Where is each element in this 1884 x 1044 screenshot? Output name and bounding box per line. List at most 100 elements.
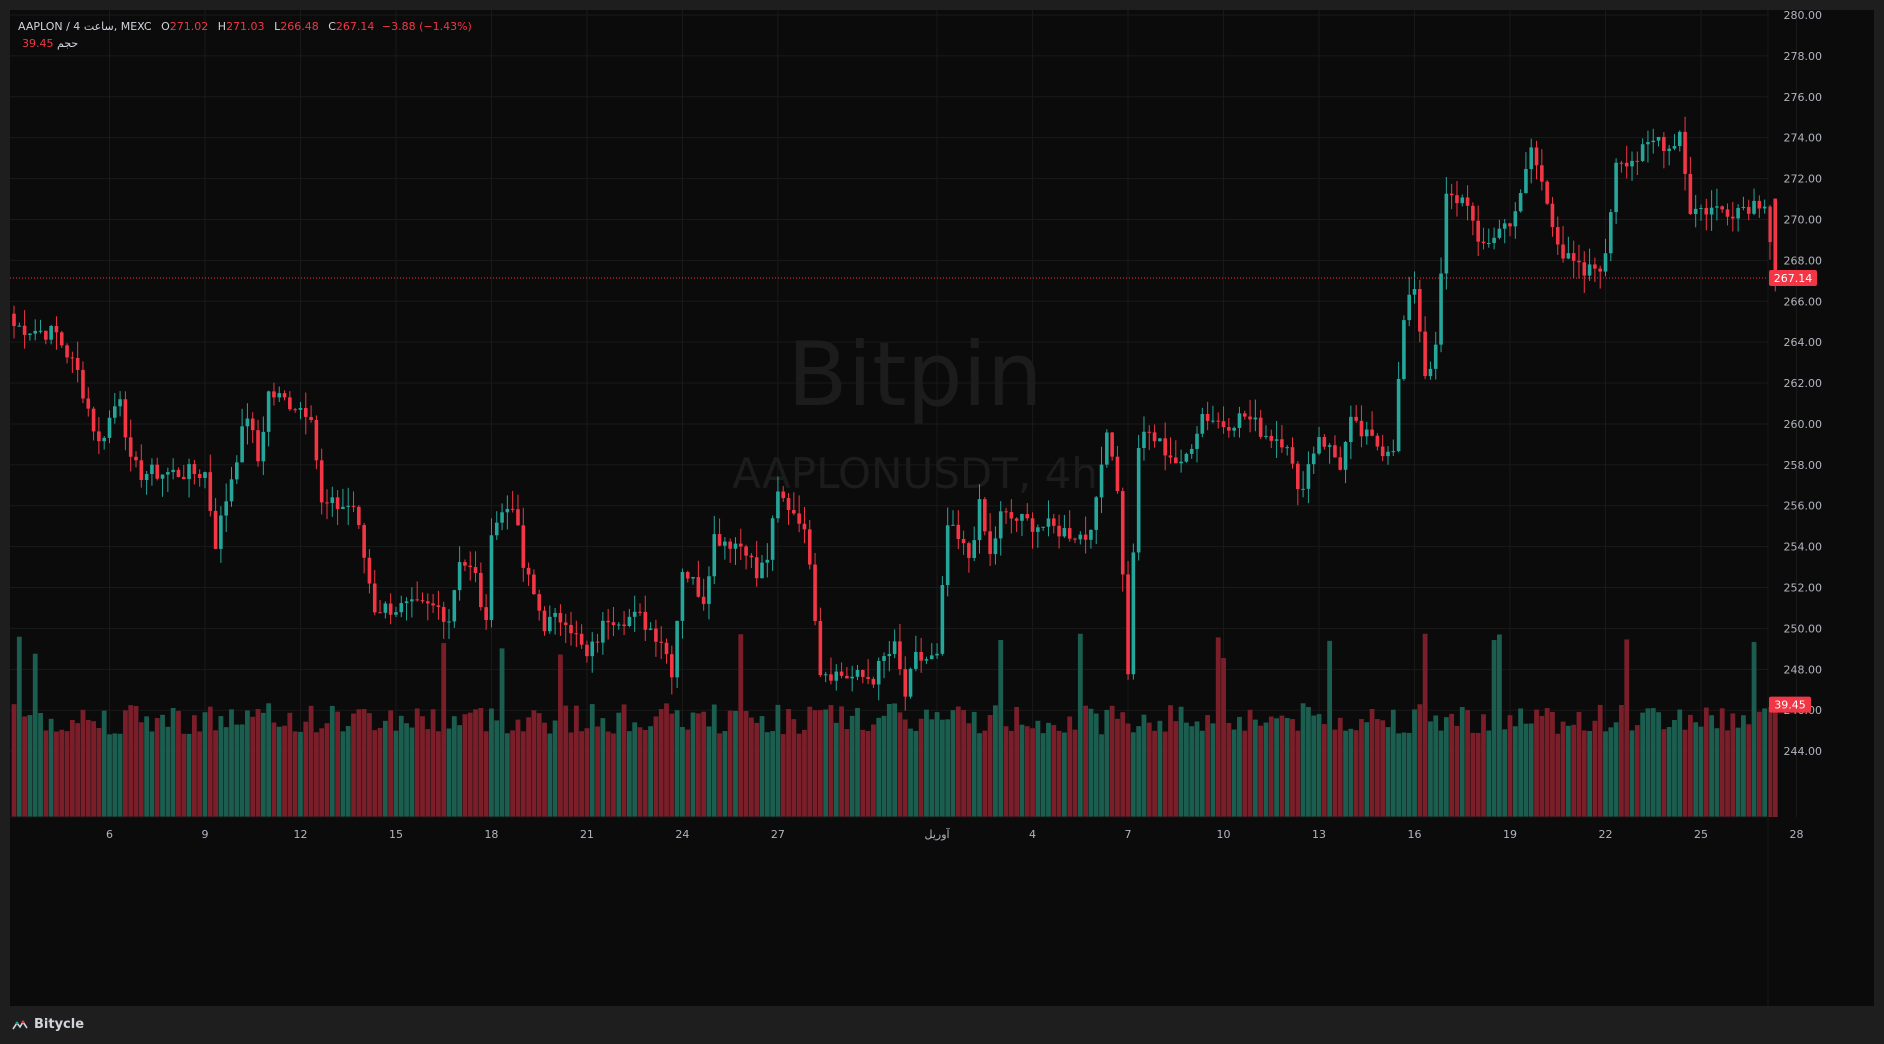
- candle: [1540, 149, 1544, 191]
- volume-bar: [186, 733, 192, 817]
- candle: [1242, 410, 1247, 420]
- volume-bar: [191, 715, 197, 817]
- candle: [272, 382, 276, 406]
- candle: [351, 491, 356, 512]
- candle-body: [834, 671, 839, 681]
- candle: [643, 595, 648, 642]
- candle: [1423, 316, 1427, 380]
- candle: [569, 611, 573, 646]
- candle-body: [1025, 514, 1030, 519]
- candle-body: [691, 577, 695, 579]
- watermark: Bitpin AAPLONUSDT, 4h: [732, 323, 1098, 498]
- candle: [988, 513, 992, 567]
- volume-bar: [367, 713, 372, 817]
- candle-body: [1630, 160, 1634, 167]
- candle-body: [1258, 417, 1263, 437]
- candle-body: [1311, 453, 1316, 465]
- candle: [1598, 265, 1602, 289]
- legend-open-label: O: [161, 20, 170, 33]
- legend-volume-label[interactable]: حجم: [57, 37, 79, 50]
- candle-body: [1656, 136, 1661, 141]
- candle-body: [563, 622, 568, 625]
- candle-body: [1534, 147, 1539, 166]
- candle-body: [516, 509, 520, 526]
- volume-bar: [1327, 640, 1333, 817]
- candle-body: [335, 497, 340, 509]
- candle-body: [882, 656, 886, 661]
- candle-body: [1296, 463, 1300, 490]
- candle-body: [282, 393, 287, 398]
- candle-body: [468, 565, 473, 568]
- candle: [1736, 204, 1740, 232]
- candle-body: [707, 576, 711, 604]
- candle-body: [1158, 438, 1162, 442]
- volume-bar: [324, 723, 330, 817]
- candle-body: [553, 612, 557, 617]
- volume-bar: [1428, 721, 1433, 817]
- volume-bar: [780, 734, 786, 817]
- volume-bar: [361, 709, 367, 817]
- candle: [1640, 138, 1645, 163]
- volume-bar: [892, 703, 898, 817]
- candle-body: [654, 628, 658, 642]
- volume-bar: [308, 705, 314, 817]
- candle: [929, 643, 934, 660]
- candle: [1322, 434, 1327, 450]
- volume-bar: [478, 708, 484, 817]
- volume-bar: [1433, 715, 1439, 817]
- legend-symbol[interactable]: AAPLON / 4 ساعت, MEXC: [18, 20, 152, 33]
- volume-bar: [101, 710, 107, 817]
- candle-body: [1322, 437, 1327, 447]
- volume-bar: [812, 710, 818, 817]
- candlestick-chart[interactable]: Bitpin AAPLONUSDT, 4h 280.00 278.00 276.00…: [10, 10, 1874, 1006]
- candle-body: [309, 416, 313, 421]
- time-axis[interactable]: 6 9 12 15 18 21 24 27 آوریل 4 7 10 13 16 19 22 25 28: [10, 816, 1803, 841]
- candle: [670, 645, 674, 695]
- candle-body: [749, 555, 754, 558]
- legend-close: 267.14: [335, 20, 375, 33]
- candle: [606, 608, 610, 640]
- volume-bar: [303, 721, 309, 817]
- candle-body: [929, 655, 934, 660]
- candle: [1333, 435, 1337, 458]
- volume-bar: [1189, 726, 1195, 817]
- candle-body: [548, 616, 552, 632]
- candle-body: [1036, 527, 1040, 532]
- candle: [266, 390, 271, 447]
- volume-bar: [1369, 708, 1375, 817]
- candle-body: [1115, 456, 1120, 492]
- candle: [54, 316, 59, 350]
- candle-body: [871, 678, 876, 685]
- volume-bar: [1470, 732, 1476, 817]
- price-axis[interactable]: 280.00 278.00 276.00 274.00 272.00 270.00 268.…: [1767, 10, 1823, 1006]
- candle-body: [924, 659, 929, 661]
- candle-body: [1529, 147, 1534, 169]
- candle-body: [489, 535, 494, 621]
- chart-panel[interactable]: Bitpin AAPLONUSDT, 4h 280.00 278.00 276.00…: [10, 10, 1874, 1006]
- candle: [1486, 228, 1491, 248]
- volume-bar: [1486, 730, 1492, 817]
- candle-body: [38, 330, 43, 332]
- volume-bar: [1417, 704, 1423, 817]
- candle: [754, 540, 759, 587]
- candle-body: [1306, 464, 1311, 489]
- candle: [118, 391, 122, 417]
- candle: [1030, 512, 1035, 549]
- footer-brand[interactable]: Bitycle: [12, 1017, 84, 1032]
- volume-bar: [1247, 709, 1253, 817]
- price-tick-label: 278.00: [1784, 50, 1823, 63]
- candle: [1731, 201, 1735, 232]
- last-price-label: 267.14: [1774, 272, 1813, 285]
- candle-body: [330, 497, 335, 504]
- volume-bar: [457, 725, 463, 817]
- volume-bar: [595, 726, 600, 817]
- candle: [139, 444, 144, 488]
- volume-bar: [1512, 726, 1518, 817]
- candle: [1062, 514, 1067, 538]
- candle-body: [1375, 435, 1380, 447]
- volume-bar: [1162, 731, 1168, 817]
- price-tick-label: 244.00: [1784, 745, 1823, 758]
- volume-bar: [462, 714, 468, 817]
- volume-bar: [759, 716, 765, 817]
- time-tick-label: 9: [201, 828, 208, 841]
